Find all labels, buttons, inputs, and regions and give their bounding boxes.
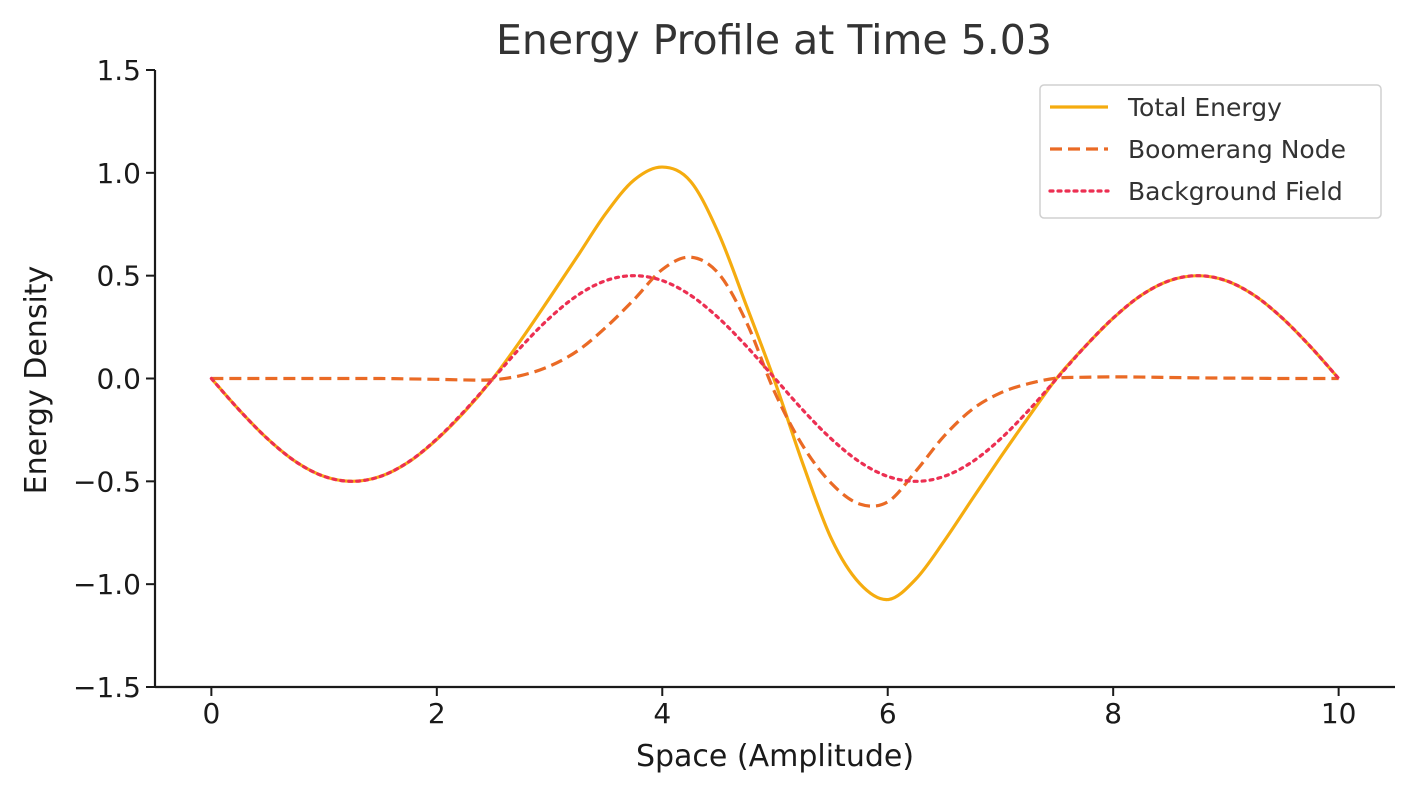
x-tick-label: 6: [879, 697, 897, 730]
x-tick-label: 10: [1321, 697, 1357, 730]
y-ticks: −1.5 −1.0 −0.5 0.0 0.5 1.0 1.5: [73, 54, 155, 704]
x-tick-label: 8: [1104, 697, 1122, 730]
y-axis-label: Energy Density: [19, 266, 54, 495]
y-tick-label: −1.0: [73, 568, 141, 601]
series-line-1: [210, 165, 1340, 602]
x-axis-label: Space (Amplitude): [636, 739, 914, 774]
legend-label-2: Boomerang Node: [1128, 135, 1346, 164]
legend-frame: [1039, 84, 1382, 219]
x-ticks: 0 2 4 6 8 10: [202, 687, 1356, 730]
series-layer: [209, 165, 1341, 602]
y-tick-label: 0.0: [96, 363, 141, 396]
legend-items: Total Energy Boomerang Node Background Fie…: [1048, 93, 1346, 206]
x-tick-label: 0: [202, 697, 220, 730]
plot-area: 0 2 4 6 8 10 −1.5 −1.0 −0.5 0.0 0.5 1.0 1.5: [73, 54, 1395, 730]
chart-title: Energy Profile at Time 5.03: [496, 16, 1052, 64]
series-line-3: [209, 274, 1341, 483]
legend: Total Energy Boomerang Node Background Fie…: [1039, 84, 1382, 219]
x-tick-label: 2: [428, 697, 446, 730]
y-tick-label: 1.5: [96, 54, 141, 87]
y-tick-label: 1.0: [96, 157, 141, 190]
legend-label-3: Background Field: [1128, 177, 1343, 206]
y-tick-label: −1.5: [73, 671, 141, 704]
series-line-2: [211, 255, 1339, 508]
legend-label-1: Total Energy: [1127, 93, 1282, 122]
x-tick-label: 4: [653, 697, 671, 730]
y-tick-label: 0.5: [96, 260, 141, 293]
y-tick-label: −0.5: [73, 465, 141, 498]
